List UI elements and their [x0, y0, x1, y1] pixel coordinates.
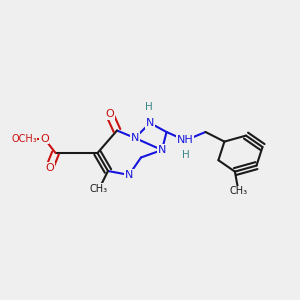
Text: H: H — [145, 102, 152, 112]
Text: O: O — [45, 163, 54, 173]
Text: CH₃: CH₃ — [230, 186, 247, 197]
Text: O: O — [40, 134, 49, 144]
Text: H: H — [182, 150, 189, 161]
Text: CH₃: CH₃ — [90, 184, 108, 194]
Text: NH: NH — [177, 135, 194, 146]
Text: N: N — [131, 133, 139, 143]
Text: OCH₃: OCH₃ — [11, 134, 37, 144]
Text: N: N — [125, 170, 133, 180]
Text: N: N — [146, 118, 154, 128]
Text: O: O — [105, 109, 114, 119]
Text: N: N — [158, 145, 166, 155]
